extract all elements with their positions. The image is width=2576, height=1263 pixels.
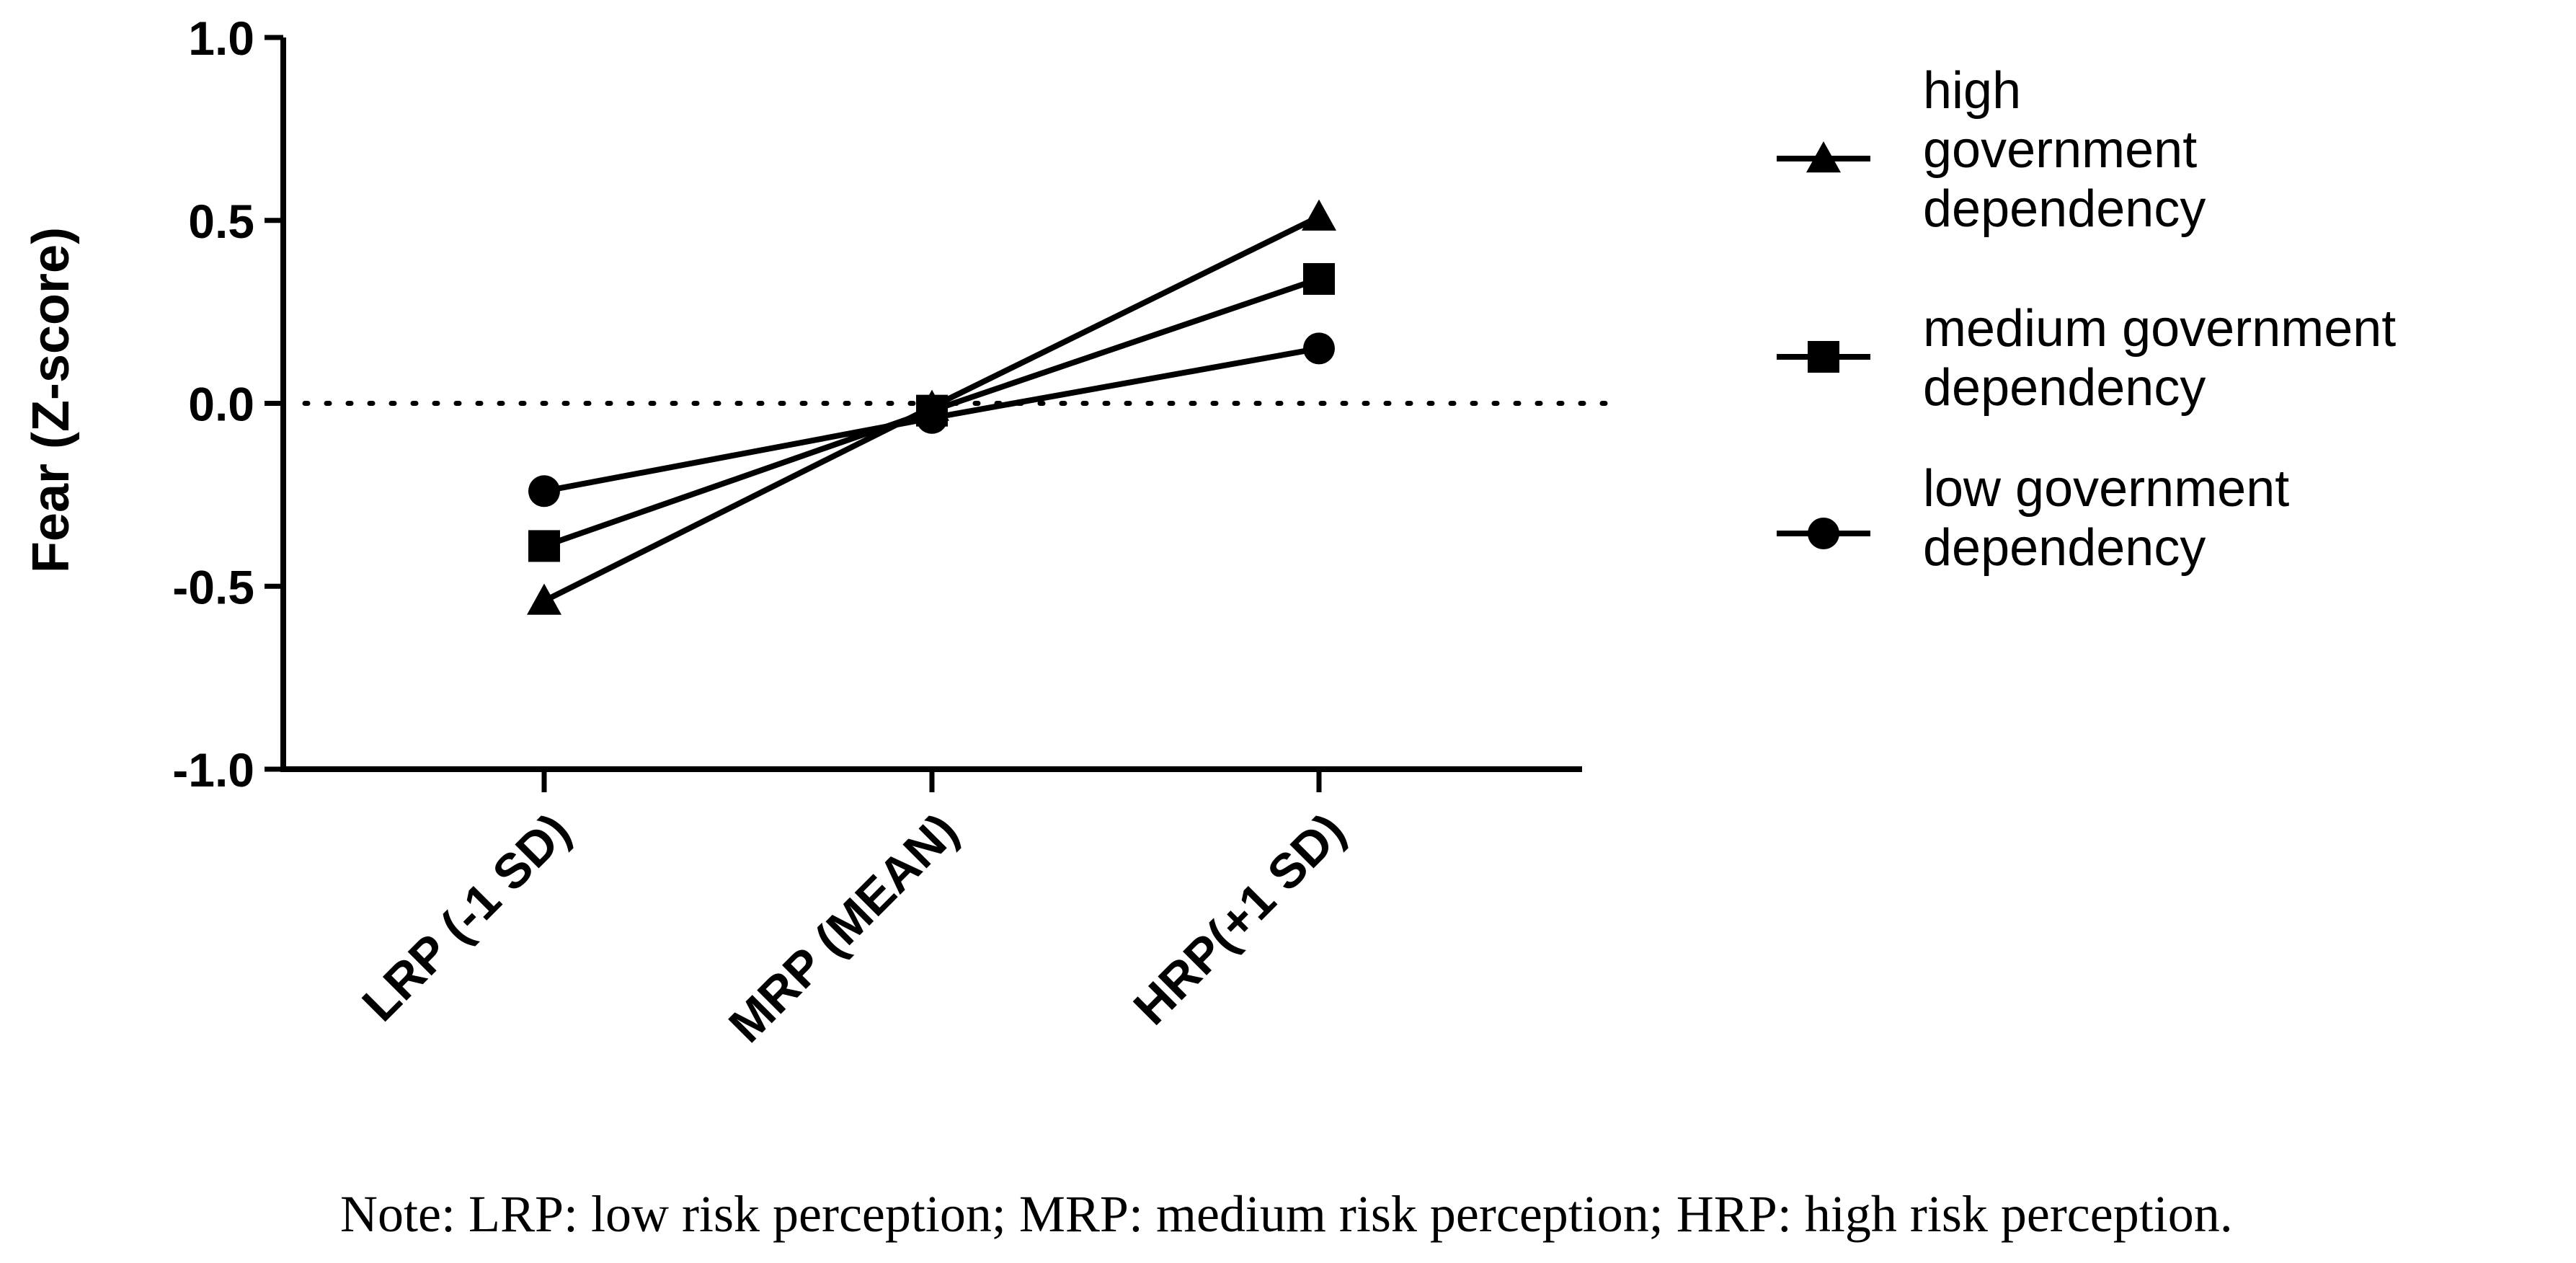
y-tick-label: 0.5: [188, 195, 254, 248]
y-tick-label: 1.0: [188, 12, 254, 65]
y-tick-label: -1.0: [172, 743, 254, 797]
x-tick-label: LRP (-1 SD): [352, 803, 580, 1032]
data-point: [528, 475, 560, 508]
legend-label: dependency: [1923, 519, 2206, 577]
legend-swatch-marker: [1808, 518, 1839, 549]
legend-label: dependency: [1923, 180, 2206, 238]
x-tick-label: HRP(+1 SD): [1123, 803, 1355, 1035]
series-layer: [527, 199, 1336, 615]
legend-label: medium government: [1923, 300, 2396, 358]
data-point: [1303, 332, 1335, 365]
plot-axes: 1.0 0.5 0.0 -0.5 -1.0 LRP (-1 SD) MRP (MEAN) HR…: [172, 12, 1582, 1053]
figure-note: Note: LRP: low risk perception; MRP: med…: [340, 1185, 2233, 1243]
legend-swatch-marker: [1808, 341, 1839, 373]
legend-label: low government: [1923, 460, 2289, 518]
x-tick-label: MRP (MEAN): [719, 803, 969, 1053]
data-point: [916, 402, 948, 434]
data-point: [1302, 199, 1336, 231]
data-point: [528, 530, 560, 562]
legend-label: government: [1923, 121, 2197, 179]
legend-label: high: [1923, 62, 2021, 120]
y-axis-label: Fear (Z-score): [22, 227, 80, 573]
data-point: [1303, 262, 1335, 295]
y-tick-label: -0.5: [172, 560, 254, 613]
data-point: [527, 583, 561, 615]
legend-swatch-marker: [1806, 141, 1841, 173]
legend-label: dependency: [1923, 359, 2206, 417]
series-circle: [528, 332, 1335, 508]
y-tick-label: 0.0: [188, 378, 254, 431]
